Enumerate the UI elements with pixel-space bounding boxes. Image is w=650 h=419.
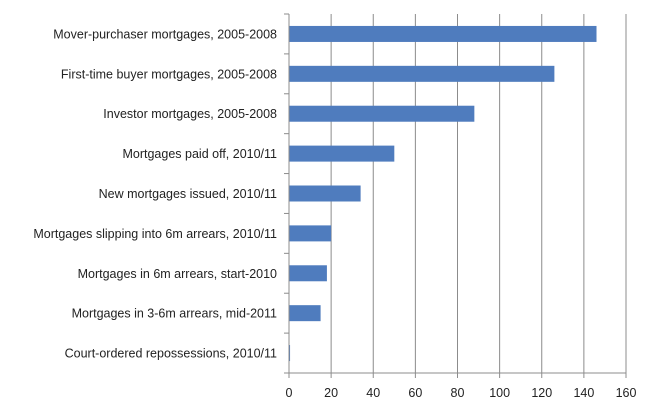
x-tick-label: 140 [573,386,594,400]
category-labels: Mover-purchaser mortgages, 2005-2008 Firs… [33,27,277,360]
category-label: Mortgages paid off, 2010/11 [122,147,277,161]
category-label: Mortgages in 6m arrears, start-2010 [78,267,277,281]
bar [289,305,321,322]
bar [289,265,327,282]
bar [289,25,597,42]
x-tick-label: 40 [366,386,380,400]
bar [289,105,475,122]
x-tick-label: 0 [286,386,293,400]
category-label: Court-ordered repossessions, 2010/11 [65,347,277,361]
x-tick-label: 80 [451,386,465,400]
bar [289,145,395,162]
category-label: New mortgages issued, 2010/11 [99,187,277,201]
category-label: First-time buyer mortgages, 2005-2008 [61,67,277,81]
x-tick-label: 160 [616,386,637,400]
bar [289,345,291,362]
bars [289,25,597,362]
bar [289,225,332,242]
bar [289,65,555,82]
x-tick-label: 120 [531,386,552,400]
category-label: Investor mortgages, 2005-2008 [103,107,277,121]
x-tick-label: 20 [324,386,338,400]
category-label: Mortgages in 3-6m arrears, mid-2011 [72,307,277,321]
category-label: Mortgages slipping into 6m arrears, 2010… [33,227,277,241]
x-tick-label: 60 [408,386,422,400]
x-tick-labels: 0 20 40 60 80 100 120 140 160 [286,386,637,400]
bar [289,185,361,202]
x-tick-label: 100 [489,386,510,400]
category-label: Mover-purchaser mortgages, 2005-2008 [53,27,277,41]
